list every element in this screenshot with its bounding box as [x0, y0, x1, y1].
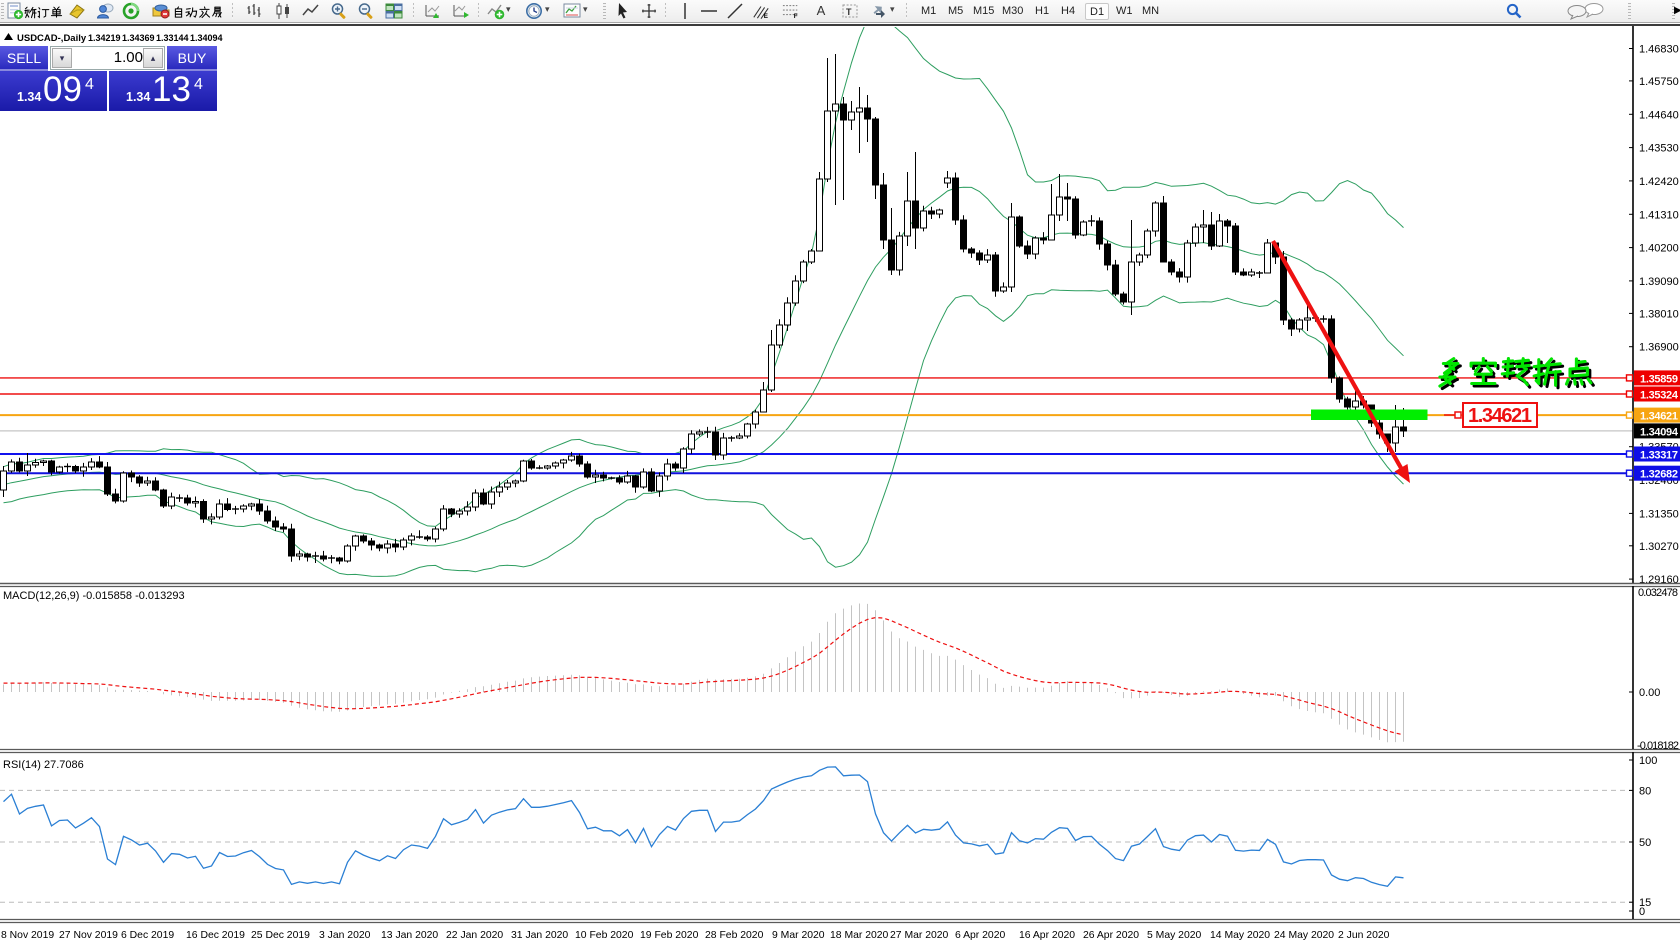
svg-text:1.31350: 1.31350 — [1639, 508, 1679, 520]
svg-text:10 Feb 2020: 10 Feb 2020 — [575, 930, 634, 941]
svg-text:1.33144: 1.33144 — [156, 33, 189, 43]
svg-text:USDCAD-,Daily: USDCAD-,Daily — [17, 33, 87, 44]
svg-text:24 May 2020: 24 May 2020 — [1274, 930, 1334, 941]
svg-text:27 Nov 2019: 27 Nov 2019 — [59, 930, 118, 941]
svg-text:26 Apr 2020: 26 Apr 2020 — [1083, 930, 1139, 941]
svg-text:28 Feb 2020: 28 Feb 2020 — [705, 930, 764, 941]
svg-text:1.32682: 1.32682 — [1640, 469, 1678, 481]
svg-text:22 Jan 2020: 22 Jan 2020 — [446, 930, 503, 941]
svg-text:1.44640: 1.44640 — [1639, 109, 1679, 121]
svg-text:1.45750: 1.45750 — [1639, 76, 1679, 88]
svg-text:1.35324: 1.35324 — [1640, 390, 1679, 402]
svg-text:1.36900: 1.36900 — [1639, 342, 1679, 354]
svg-text:T: T — [846, 7, 852, 17]
svg-text:1.41310: 1.41310 — [1639, 209, 1679, 221]
svg-text:1.34094: 1.34094 — [1640, 426, 1679, 438]
svg-text:5 May 2020: 5 May 2020 — [1147, 930, 1202, 941]
svg-text:6 Apr 2020: 6 Apr 2020 — [955, 930, 1005, 941]
svg-text:1.46830: 1.46830 — [1639, 44, 1679, 56]
svg-text:1.34094: 1.34094 — [190, 33, 223, 43]
svg-text:RSI(14) 27.7086: RSI(14) 27.7086 — [3, 759, 84, 771]
svg-text:F: F — [794, 13, 798, 20]
svg-text:18 Mar 2020: 18 Mar 2020 — [830, 930, 889, 941]
svg-text:1.39090: 1.39090 — [1639, 276, 1679, 288]
svg-text:1.30270: 1.30270 — [1639, 541, 1679, 553]
svg-text:1.43530: 1.43530 — [1639, 143, 1679, 155]
svg-text:E: E — [764, 13, 768, 20]
svg-text:19 Feb 2020: 19 Feb 2020 — [640, 930, 699, 941]
svg-text:31 Jan 2020: 31 Jan 2020 — [511, 930, 568, 941]
svg-text:-0.018182: -0.018182 — [1637, 740, 1679, 752]
svg-text:0: 0 — [1639, 906, 1645, 918]
svg-text:1.40200: 1.40200 — [1639, 243, 1679, 255]
svg-text:14 May 2020: 14 May 2020 — [1210, 930, 1270, 941]
svg-text:6 Dec 2019: 6 Dec 2019 — [121, 930, 174, 941]
svg-text:0.032478: 0.032478 — [1638, 587, 1678, 599]
svg-text:MACD(12,26,9) -0.015858 -0.013: MACD(12,26,9) -0.015858 -0.013293 — [3, 590, 185, 602]
svg-text:16 Apr 2020: 16 Apr 2020 — [1019, 930, 1075, 941]
svg-text:0.00: 0.00 — [1639, 687, 1660, 699]
svg-text:1.42420: 1.42420 — [1639, 176, 1679, 188]
svg-text:1.34621: 1.34621 — [1468, 405, 1532, 427]
svg-text:1.38010: 1.38010 — [1639, 308, 1679, 320]
svg-text:15: 15 — [1639, 897, 1651, 909]
svg-text:13 Jan 2020: 13 Jan 2020 — [381, 930, 438, 941]
svg-text:80: 80 — [1639, 785, 1651, 797]
svg-text:50: 50 — [1639, 837, 1651, 849]
svg-text:1.35859: 1.35859 — [1640, 373, 1678, 385]
svg-text:100: 100 — [1639, 755, 1657, 767]
svg-text:16 Dec 2019: 16 Dec 2019 — [186, 930, 245, 941]
svg-text:1.34621: 1.34621 — [1640, 411, 1678, 423]
svg-text:9 Mar 2020: 9 Mar 2020 — [772, 930, 825, 941]
svg-text:1.34219: 1.34219 — [88, 33, 121, 43]
svg-text:2 Jun 2020: 2 Jun 2020 — [1338, 930, 1390, 941]
svg-text:27 Mar 2020: 27 Mar 2020 — [890, 930, 949, 941]
svg-text:3 Jan 2020: 3 Jan 2020 — [319, 930, 371, 941]
svg-text:8 Nov 2019: 8 Nov 2019 — [1, 930, 54, 941]
svg-text:25 Dec 2019: 25 Dec 2019 — [251, 930, 310, 941]
svg-text:1.33317: 1.33317 — [1640, 450, 1678, 462]
svg-text:1.29160: 1.29160 — [1639, 574, 1679, 586]
svg-text:1.34369: 1.34369 — [122, 33, 155, 43]
